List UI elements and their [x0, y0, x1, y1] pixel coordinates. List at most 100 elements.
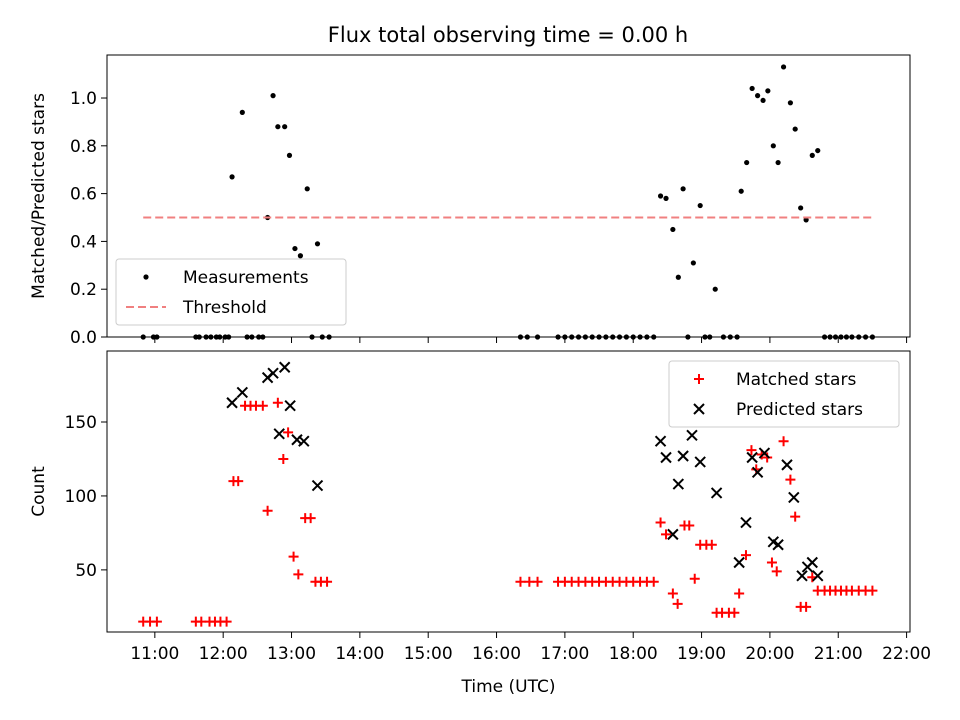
data-point	[275, 124, 281, 130]
data-point	[267, 367, 279, 379]
y-tick-label: 0.8	[70, 137, 97, 157]
data-point	[746, 451, 758, 464]
data-point	[273, 428, 285, 440]
x-tick-label: 12:00	[199, 644, 248, 664]
data-point	[771, 566, 782, 577]
x-tick-label: 20:00	[745, 644, 794, 664]
data-point	[758, 447, 771, 459]
data-point	[270, 93, 276, 99]
data-point	[532, 576, 543, 587]
data-point	[262, 505, 273, 516]
y-axis-label: Count	[29, 466, 49, 517]
data-point	[293, 569, 304, 580]
data-point	[775, 159, 781, 166]
data-point	[233, 476, 244, 487]
data-point	[762, 452, 773, 463]
data-point	[798, 205, 804, 211]
data-point	[314, 241, 321, 247]
data-point	[660, 451, 672, 464]
data-point	[790, 511, 801, 522]
y-tick-label: 150	[65, 413, 97, 433]
data-point	[780, 64, 787, 70]
data-point	[239, 109, 245, 115]
y-tick-label: 0.2	[70, 280, 97, 300]
data-point	[755, 93, 761, 99]
legend-box	[115, 258, 347, 326]
data-point	[229, 174, 235, 180]
data-point	[788, 491, 800, 504]
data-point	[515, 576, 526, 587]
y-tick-label: 0.0	[70, 328, 97, 348]
data-point	[236, 386, 249, 399]
x-tick-label: 11:00	[130, 644, 179, 664]
data-point	[311, 479, 324, 492]
bottom-panel-counts: 11:00 12:00 13:00 14:00 15:00 16:00 17:00 18:00…	[29, 350, 931, 697]
data-point	[734, 588, 745, 599]
data-point	[655, 517, 666, 528]
data-point	[801, 601, 812, 612]
data-point	[751, 466, 764, 478]
legend-swatch	[143, 274, 149, 280]
legend-swatch	[694, 374, 704, 384]
data-point	[697, 202, 703, 209]
data-point	[710, 487, 723, 499]
data-point	[670, 226, 676, 233]
legend-label: Predicted stars	[736, 400, 863, 420]
data-point	[772, 539, 784, 551]
data-point	[661, 529, 672, 540]
data-point	[787, 100, 794, 106]
data-point	[322, 576, 333, 587]
data-point	[677, 450, 689, 462]
x-tick-label: 15:00	[404, 644, 453, 664]
data-point	[667, 528, 679, 541]
y-axis-label: Matched/Predicted stars	[29, 93, 49, 299]
y-tick-label: 100	[65, 487, 97, 507]
data-point	[686, 429, 698, 442]
data-point	[292, 245, 298, 252]
data-point	[305, 513, 316, 524]
data-point	[667, 588, 678, 599]
data-point	[749, 85, 755, 92]
y-tick-label: 0.6	[70, 185, 97, 205]
x-tick-label: 19:00	[677, 644, 726, 664]
top-panel-ratio: 0.0 0.2 0.4 0.6 0.8 1.0 Matched/Predicted star…	[29, 54, 911, 348]
data-point	[770, 143, 776, 149]
data-point	[278, 361, 291, 373]
data-point	[706, 539, 717, 550]
data-point	[760, 97, 766, 104]
axes-frame	[106, 54, 911, 338]
chart-title: Flux total observing time = 0.00 h	[328, 23, 688, 47]
data-point	[744, 159, 750, 166]
data-point	[689, 573, 700, 584]
data-point	[766, 557, 777, 568]
data-point	[712, 286, 718, 292]
data-point	[809, 152, 815, 158]
x-tick-label: 17:00	[540, 644, 589, 664]
y-tick-label: 1.0	[70, 89, 97, 109]
legend-label: Matched stars	[736, 370, 856, 390]
data-point	[675, 274, 681, 280]
data-point	[781, 459, 793, 471]
data-point	[283, 427, 294, 438]
data-point	[765, 88, 771, 94]
data-point	[663, 195, 669, 201]
x-tick-label: 14:00	[335, 644, 384, 664]
x-tick-label: 18:00	[609, 644, 658, 664]
legend: Measurements Threshold	[115, 258, 347, 326]
data-point	[740, 516, 752, 529]
y-tick-label: 50	[75, 561, 97, 581]
data-point	[654, 435, 667, 447]
data-point	[648, 576, 659, 587]
data-point	[740, 550, 751, 561]
legend-label: Threshold	[182, 298, 267, 318]
data-point	[286, 152, 293, 158]
data-point	[304, 186, 310, 192]
data-point	[284, 400, 296, 412]
data-point	[796, 570, 808, 582]
series-measurements	[140, 64, 876, 340]
data-point	[684, 520, 695, 531]
legend-box	[668, 360, 900, 428]
data-point	[746, 445, 757, 456]
data-point	[806, 556, 818, 569]
data-point	[867, 585, 878, 596]
